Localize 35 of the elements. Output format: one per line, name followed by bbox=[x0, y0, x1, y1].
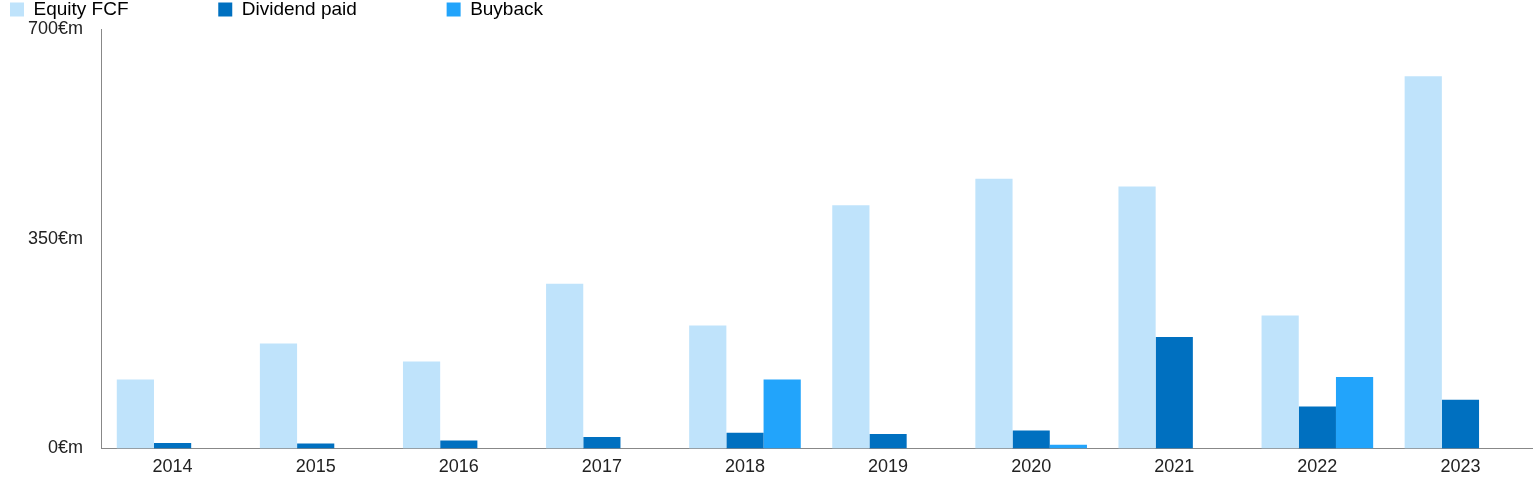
bar bbox=[583, 437, 621, 449]
bar bbox=[1261, 315, 1299, 449]
x-tick-label: 2020 bbox=[1011, 456, 1052, 477]
bar bbox=[1404, 76, 1442, 449]
bar bbox=[1155, 336, 1193, 449]
legend-label: Buyback bbox=[470, 0, 633, 19]
bar bbox=[546, 283, 584, 449]
bar bbox=[689, 325, 727, 449]
bar bbox=[153, 443, 192, 449]
x-tick-label: 2019 bbox=[868, 456, 909, 477]
bar bbox=[1012, 430, 1050, 449]
x-tick-label: 2022 bbox=[1297, 456, 1338, 477]
x-tick-label: 2023 bbox=[1440, 456, 1481, 477]
bar bbox=[832, 205, 870, 449]
bar bbox=[116, 379, 154, 449]
bar bbox=[1298, 406, 1336, 449]
bar bbox=[1118, 186, 1156, 449]
legend-label: Dividend paid bbox=[241, 0, 447, 19]
bar bbox=[763, 379, 801, 449]
legend-label: Equity FCF bbox=[33, 0, 219, 19]
x-tick-label: 2016 bbox=[438, 456, 479, 477]
x-tick-label: 2017 bbox=[581, 456, 622, 477]
bar bbox=[402, 361, 441, 449]
bar bbox=[1335, 377, 1374, 449]
bar bbox=[259, 343, 298, 449]
x-tick-label: 2014 bbox=[152, 456, 193, 477]
x-tick-label: 2018 bbox=[724, 456, 765, 477]
y-tick-label: 0€m bbox=[48, 437, 84, 458]
bar bbox=[869, 434, 907, 449]
bar bbox=[1441, 399, 1480, 449]
bar bbox=[726, 432, 764, 449]
bar bbox=[975, 178, 1013, 449]
x-tick-label: 2015 bbox=[295, 456, 336, 477]
x-tick-label: 2021 bbox=[1154, 456, 1195, 477]
y-tick-label: 350€m bbox=[27, 227, 84, 248]
